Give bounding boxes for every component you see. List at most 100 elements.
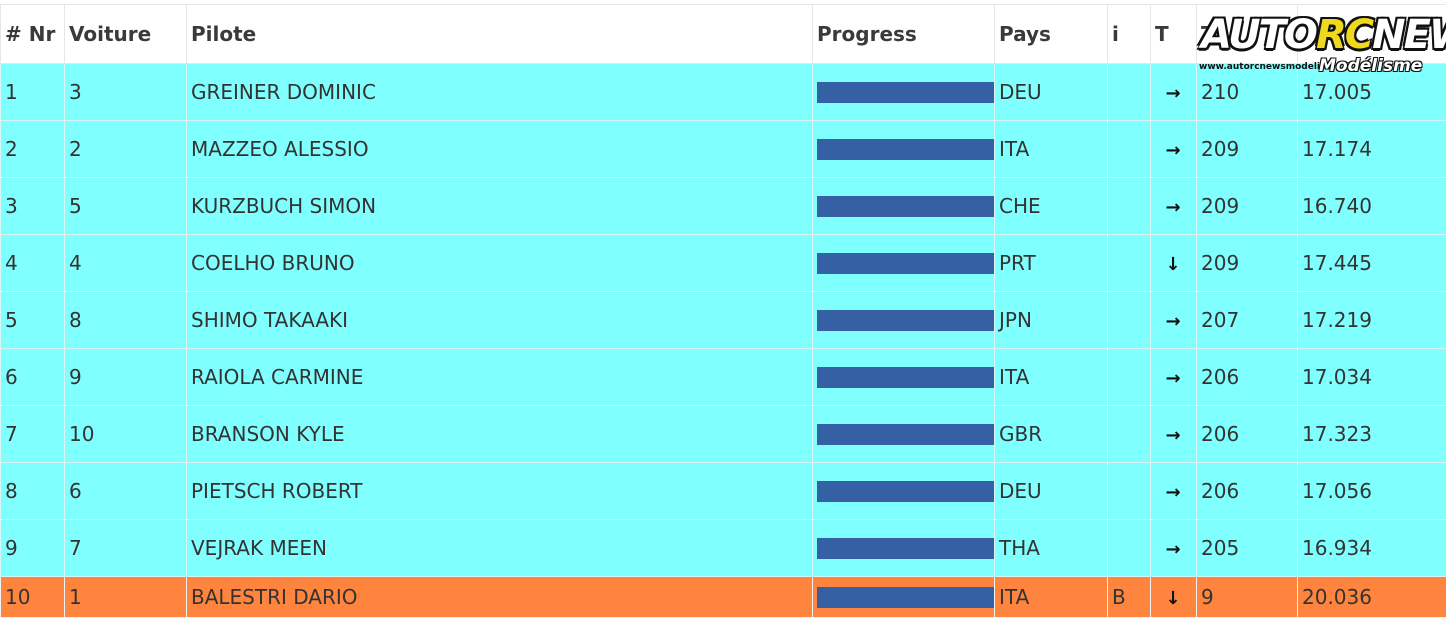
country-cell: JPN [994,291,1108,349]
arrow-right-icon: → [1165,83,1181,104]
driver-cell: MAZZEO ALESSIO [186,120,813,178]
pos-cell: 2 [0,120,65,178]
table-row[interactable]: 7 10 BRANSON KYLE GBR → 206 17.323 [0,405,1446,463]
trend-cell: → [1150,63,1197,121]
laps-cell: 209 [1196,234,1298,292]
time-cell: 17.005 [1297,63,1446,121]
trend-cell: → [1150,291,1197,349]
arrow-right-icon: → [1165,368,1181,389]
arrow-right-icon: → [1165,425,1181,446]
table-row[interactable]: 1 3 GREINER DOMINIC DEU → 210 17.005 [0,63,1446,121]
info-cell [1107,519,1151,577]
col-header-trend[interactable]: T [1150,4,1197,64]
table-row[interactable]: 8 6 PIETSCH ROBERT DEU → 206 17.056 [0,462,1446,520]
laps-cell: 209 [1196,120,1298,178]
progress-cell [812,405,995,463]
driver-cell: VEJRAK MEEN [186,519,813,577]
driver-cell: GREINER DOMINIC [186,63,813,121]
progress-fill [817,537,994,559]
laps-cell: 9 [1196,576,1298,618]
arrow-down-icon: ↓ [1165,588,1181,609]
trend-cell: → [1150,120,1197,178]
car-cell: 3 [64,63,187,121]
car-cell: 7 [64,519,187,577]
time-cell: 20.036 [1297,576,1446,618]
progress-bar [817,252,994,274]
table-row[interactable]: 2 2 MAZZEO ALESSIO ITA → 209 17.174 [0,120,1446,178]
laps-cell: 206 [1196,348,1298,406]
pos-cell: 10 [0,576,65,618]
progress-fill [817,195,994,217]
logo-url: www.autorcnewsmodelisme.fr [1199,62,1353,72]
pos-cell: 8 [0,462,65,520]
info-cell [1107,234,1151,292]
progress-bar [817,537,994,559]
country-cell: DEU [994,63,1108,121]
col-header-car[interactable]: Voiture [64,4,187,64]
country-cell: ITA [994,348,1108,406]
time-cell: 16.740 [1297,177,1446,235]
country-cell: THA [994,519,1108,577]
time-cell: 17.034 [1297,348,1446,406]
car-cell: 9 [64,348,187,406]
country-cell: DEU [994,462,1108,520]
driver-cell: BALESTRI DARIO [186,576,813,618]
driver-cell: BRANSON KYLE [186,405,813,463]
country-cell: ITA [994,120,1108,178]
col-header-pos[interactable]: # Nr [0,4,65,64]
col-header-driver[interactable]: Pilote [186,4,813,64]
progress-bar [817,309,994,331]
pos-cell: 6 [0,348,65,406]
car-cell: 1 [64,576,187,618]
laps-cell: 206 [1196,462,1298,520]
trend-cell: → [1150,348,1197,406]
progress-bar [817,138,994,160]
col-header-progress[interactable]: Progress [812,4,995,64]
results-body: 1 3 GREINER DOMINIC DEU → 210 17.005 2 2 MAZZEO A… [0,63,1446,618]
pos-cell: 7 [0,405,65,463]
table-row[interactable]: 10 1 BALESTRI DARIO ITA B ↓ 9 20.036 [0,576,1446,618]
progress-bar [817,480,994,502]
arrow-right-icon: → [1165,539,1181,560]
car-cell: 4 [64,234,187,292]
driver-cell: SHIMO TAKAAKI [186,291,813,349]
results-table: # Nr Voiture Pilote Progress Pays i T T … [0,4,1446,618]
progress-fill [817,366,994,388]
trend-cell: ↓ [1150,234,1197,292]
car-cell: 2 [64,120,187,178]
table-row[interactable]: 3 5 KURZBUCH SIMON CHE → 209 16.740 [0,177,1446,235]
pos-cell: 4 [0,234,65,292]
col-header-laps[interactable]: T [1196,4,1298,64]
info-cell [1107,348,1151,406]
info-cell: B [1107,576,1151,618]
laps-cell: 207 [1196,291,1298,349]
table-row[interactable]: 4 4 COELHO BRUNO PRT ↓ 209 17.445 [0,234,1446,292]
progress-cell [812,519,995,577]
car-cell: 6 [64,462,187,520]
table-row[interactable]: 6 9 RAIOLA CARMINE ITA → 206 17.034 [0,348,1446,406]
arrow-right-icon: → [1165,197,1181,218]
col-header-info[interactable]: i [1107,4,1151,64]
col-header-time[interactable] [1297,4,1446,64]
driver-cell: RAIOLA CARMINE [186,348,813,406]
info-cell [1107,405,1151,463]
info-cell [1107,462,1151,520]
time-cell: 16.934 [1297,519,1446,577]
table-row[interactable]: 9 7 VEJRAK MEEN THA → 205 16.934 [0,519,1446,577]
info-cell [1107,291,1151,349]
progress-cell [812,576,995,618]
arrow-right-icon: → [1165,140,1181,161]
progress-cell [812,291,995,349]
laps-cell: 205 [1196,519,1298,577]
progress-fill [817,586,994,608]
progress-fill [817,81,994,103]
arrow-down-icon: ↓ [1165,254,1181,275]
country-cell: GBR [994,405,1108,463]
logo-wordmark: AUTORCNEWS [1201,12,1446,58]
watermark-logo: AUTORCNEWS www.autorcnewsmodelisme.fr Mo… [1197,12,1446,76]
col-header-country[interactable]: Pays [994,4,1108,64]
table-row[interactable]: 5 8 SHIMO TAKAAKI JPN → 207 17.219 [0,291,1446,349]
progress-fill [817,480,994,502]
progress-bar [817,423,994,445]
trend-cell: → [1150,405,1197,463]
